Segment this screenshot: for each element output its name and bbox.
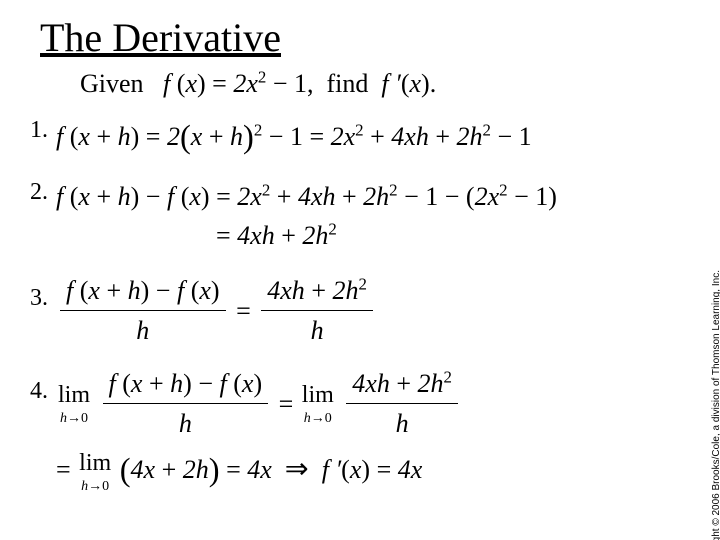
math-line: = limh→0 (4x + 2h) = 4x ⇒ f ′(x) = 4x — [56, 447, 462, 496]
step-number: 3. — [30, 269, 56, 312]
step-number: 1. — [30, 113, 56, 144]
step-body: f (x + h) − f (x)h = 4xh + 2h2h — [56, 269, 377, 352]
slide-title: The Derivative — [40, 14, 690, 61]
step-2: 2. f (x + h) − f (x) = 2x2 + 4xh + 2h2 −… — [30, 175, 690, 257]
copyright-text: Copyright © 2006 Brooks/Cole, a division… — [711, 270, 720, 540]
step-body: f (x + h) − f (x) = 2x2 + 4xh + 2h2 − 1 … — [56, 175, 557, 257]
math-line: = 4xh + 2h2 — [56, 218, 557, 253]
math-line: limh→0 f (x + h) − f (x)h = limh→0 4xh +… — [56, 366, 462, 441]
step-body: f (x + h) = 2(x + h)2 − 1 = 2x2 + 4xh + … — [56, 113, 532, 165]
step-1: 1. f (x + h) = 2(x + h)2 − 1 = 2x2 + 4xh… — [30, 113, 690, 165]
math-line: f (x + h) − f (x)h = 4xh + 2h2h — [56, 273, 377, 348]
given-expression: f (x) = 2x2 − 1, find f ′(x). — [163, 69, 436, 98]
step-number: 4. — [30, 362, 56, 405]
step-body: limh→0 f (x + h) − f (x)h = limh→0 4xh +… — [56, 362, 462, 500]
math-line: f (x + h) − f (x) = 2x2 + 4xh + 2h2 − 1 … — [56, 179, 557, 214]
slide: The Derivative Given f (x) = 2x2 − 1, fi… — [0, 0, 720, 540]
given-label: Given — [80, 69, 144, 98]
step-number: 2. — [30, 175, 56, 206]
math-line: f (x + h) = 2(x + h)2 − 1 = 2x2 + 4xh + … — [56, 117, 532, 161]
step-3: 3. f (x + h) − f (x)h = 4xh + 2h2h — [30, 269, 690, 352]
step-4: 4. limh→0 f (x + h) − f (x)h = limh→0 4x… — [30, 362, 690, 500]
given-line: Given f (x) = 2x2 − 1, find f ′(x). — [80, 69, 690, 99]
